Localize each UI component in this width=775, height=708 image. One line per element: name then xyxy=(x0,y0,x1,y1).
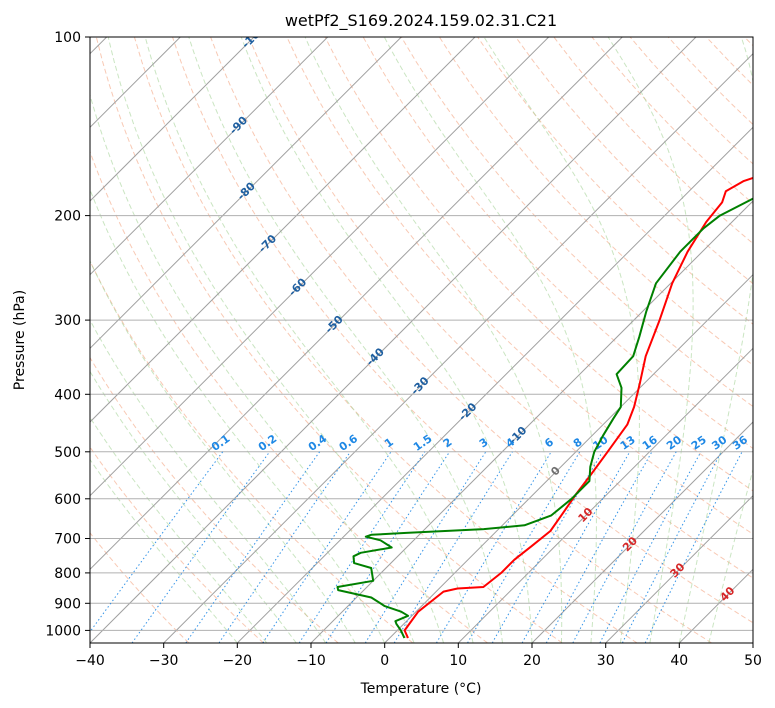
y-tick-label: 700 xyxy=(54,532,81,548)
moist-adiabat xyxy=(90,458,238,643)
moist-adiabat xyxy=(304,37,563,643)
x-tick-label: 40 xyxy=(670,653,688,669)
chart-title: wetPf2_S169.2024.159.02.31.C21 xyxy=(285,11,557,31)
isotherm xyxy=(531,421,753,643)
moist-adiabat xyxy=(90,188,386,643)
mixing-ratio-line xyxy=(218,451,351,643)
x-tick-label: −10 xyxy=(296,653,326,669)
x-tick-label: 10 xyxy=(449,653,467,669)
dry-adiabat xyxy=(90,446,264,643)
isotherm xyxy=(90,37,329,276)
isotherm xyxy=(384,273,753,643)
plot-frame xyxy=(89,36,754,644)
dry-adiabat xyxy=(515,37,753,285)
moist-adiabat xyxy=(90,416,268,643)
x-axis: −40 −30 −20 −10 0 10 20 30 40 50 xyxy=(75,643,762,669)
dry-adiabat xyxy=(90,532,190,643)
moist-adiabat xyxy=(678,37,753,643)
moist-adiabat xyxy=(90,319,327,643)
y-axis-title: Pressure (hPa) xyxy=(12,290,28,390)
moist-adiabat xyxy=(90,259,356,643)
y-tick-label: 300 xyxy=(54,313,81,329)
mixing-ratio-line xyxy=(90,451,224,633)
dry-adiabat xyxy=(362,37,753,450)
isotherm xyxy=(163,52,753,643)
mixing-ratio-line xyxy=(325,451,451,643)
temperature-line xyxy=(403,176,753,639)
mixing-ratio-line xyxy=(262,451,392,643)
isotherm xyxy=(90,37,402,350)
isotherm xyxy=(457,347,753,643)
background-lines xyxy=(90,37,753,643)
isotherm xyxy=(90,37,697,643)
dry-adiabat xyxy=(248,37,753,579)
mixing-ratio-line xyxy=(364,451,487,643)
moist-adiabat xyxy=(383,37,597,643)
moist-adiabat xyxy=(107,37,445,643)
mixing-ratio-line xyxy=(435,451,552,643)
x-tick-label: −30 xyxy=(149,653,179,669)
x-tick-label: −20 xyxy=(223,653,253,669)
isotherm xyxy=(90,37,476,423)
y-tick-label: 200 xyxy=(54,209,81,225)
mixing-ratio-line xyxy=(185,451,321,643)
mixing-ratio-line xyxy=(298,451,426,643)
profile-lines xyxy=(336,176,753,639)
x-tick-label: 30 xyxy=(597,653,615,669)
dry-adiabat xyxy=(95,37,563,643)
mixing-ratio-line xyxy=(545,451,653,643)
x-axis-title: Temperature (°C) xyxy=(360,681,482,697)
y-tick-label: 900 xyxy=(54,596,81,612)
isotherm xyxy=(310,200,753,643)
dry-adiabat xyxy=(90,356,339,643)
x-tick-label: −40 xyxy=(75,653,105,669)
isotherm xyxy=(236,126,753,643)
moist-adiabat xyxy=(607,37,694,643)
moist-adiabat xyxy=(240,37,533,643)
isotherm xyxy=(90,37,255,202)
mixing-ratio-line xyxy=(599,451,702,643)
y-tick-label: 800 xyxy=(54,566,81,582)
y-axis: 100 200 300 400 500 600 700 800 900 1000 xyxy=(45,30,90,639)
moist-adiabat xyxy=(144,37,474,643)
y-tick-label: 400 xyxy=(54,387,81,403)
isotherm xyxy=(605,494,753,643)
dry-adiabat xyxy=(286,37,753,535)
moist-adiabat xyxy=(708,467,753,643)
dry-adiabat xyxy=(133,37,638,643)
moist-adiabat xyxy=(483,37,640,643)
y-tick-label: 1000 xyxy=(45,623,81,639)
y-tick-label: 500 xyxy=(54,445,81,461)
moist-adiabat xyxy=(188,37,503,643)
y-tick-label: 600 xyxy=(54,492,81,508)
x-tick-label: 0 xyxy=(380,653,389,669)
dry-adiabat xyxy=(438,37,753,366)
isotherm xyxy=(90,37,623,571)
dewpoint-line xyxy=(336,197,753,639)
isotherm xyxy=(90,37,550,497)
x-tick-label: 20 xyxy=(523,653,541,669)
y-tick-label: 100 xyxy=(54,30,81,46)
x-tick-label: 50 xyxy=(744,653,762,669)
mixing-ratio-line xyxy=(572,451,677,643)
dry-adiabat xyxy=(172,37,712,643)
mixing-ratio-line xyxy=(131,451,271,643)
mixing-ratio-line xyxy=(521,451,631,643)
mixing-ratio-line xyxy=(644,451,743,643)
dry-adiabat xyxy=(210,37,753,624)
dry-adiabat xyxy=(400,37,753,408)
